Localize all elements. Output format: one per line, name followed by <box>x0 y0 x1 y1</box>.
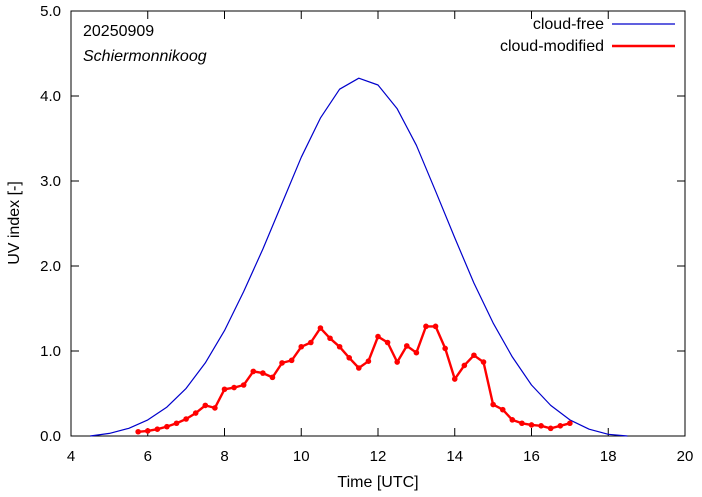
data-point <box>480 359 487 365</box>
series-line-cloud-modified <box>138 325 571 433</box>
legend-label-cloud-modified: cloud-modified <box>500 38 604 55</box>
location-annotation: Schiermonnikoog <box>83 48 207 65</box>
data-point <box>240 382 247 388</box>
y-tick-label: 1.0 <box>40 343 61 360</box>
data-point <box>231 384 237 391</box>
x-tick-label: 16 <box>523 448 540 465</box>
y-tick-label: 0.0 <box>40 428 61 445</box>
data-point <box>375 333 381 340</box>
data-point <box>394 359 400 365</box>
data-point <box>471 352 477 359</box>
data-point <box>250 368 257 375</box>
data-point <box>499 406 506 413</box>
data-point <box>202 402 209 409</box>
data-point <box>461 362 468 369</box>
x-tick-label: 4 <box>67 448 75 465</box>
data-point <box>557 423 564 429</box>
data-point <box>509 417 516 423</box>
data-point <box>567 420 573 427</box>
data-point <box>192 410 199 416</box>
y-axis-title: UV index [-] <box>6 181 23 265</box>
x-axis-title: Time [UTC] <box>337 474 418 491</box>
x-tick-labels: 4 6 8 10 12 14 16 18 20 <box>67 448 694 465</box>
data-point <box>346 355 353 361</box>
x-tick-label: 6 <box>144 448 152 465</box>
data-point <box>327 335 333 342</box>
data-point <box>164 423 170 430</box>
data-point <box>442 345 448 352</box>
data-point <box>365 358 372 365</box>
series-line-cloud-free <box>90 77 628 437</box>
series-layer <box>90 77 628 437</box>
x-tick-label: 12 <box>370 448 387 465</box>
plot-frame <box>70 10 686 437</box>
data-point <box>490 401 496 408</box>
data-point <box>298 343 305 350</box>
y-tick-label: 3.0 <box>40 173 61 190</box>
data-point <box>308 339 314 346</box>
data-point <box>451 376 458 382</box>
data-point <box>144 428 151 434</box>
y-tick-labels: 0.0 1.0 2.0 3.0 4.0 5.0 <box>40 3 61 445</box>
data-point <box>413 349 420 356</box>
data-point <box>135 428 141 435</box>
data-point <box>154 426 161 433</box>
x-tick-label: 8 <box>220 448 228 465</box>
axis-ticks <box>70 10 686 437</box>
data-point <box>173 420 180 427</box>
data-point <box>288 357 295 364</box>
data-point <box>384 339 391 346</box>
x-tick-label: 14 <box>446 448 463 465</box>
data-point <box>183 416 189 422</box>
data-point <box>221 386 228 393</box>
data-point <box>528 422 535 428</box>
x-tick-label: 18 <box>600 448 617 465</box>
y-tick-label: 4.0 <box>40 88 61 105</box>
data-point <box>260 370 266 376</box>
data-point <box>317 325 324 331</box>
date-annotation: 20250909 <box>83 23 154 40</box>
legend: cloud-free cloud-modified <box>500 16 675 55</box>
data-point <box>423 323 429 330</box>
x-tick-label: 20 <box>677 448 694 465</box>
data-point <box>432 323 439 330</box>
y-tick-label: 5.0 <box>40 3 61 20</box>
data-point <box>356 365 362 371</box>
data-point <box>538 423 544 429</box>
legend-label-cloud-free: cloud-free <box>533 16 604 33</box>
data-point <box>269 374 276 381</box>
data-point <box>212 405 218 411</box>
data-point <box>336 343 343 350</box>
data-point <box>519 420 525 427</box>
x-tick-label: 10 <box>293 448 310 465</box>
data-point <box>547 425 554 432</box>
data-point <box>279 360 285 366</box>
y-tick-label: 2.0 <box>40 258 61 275</box>
data-point <box>403 343 410 349</box>
